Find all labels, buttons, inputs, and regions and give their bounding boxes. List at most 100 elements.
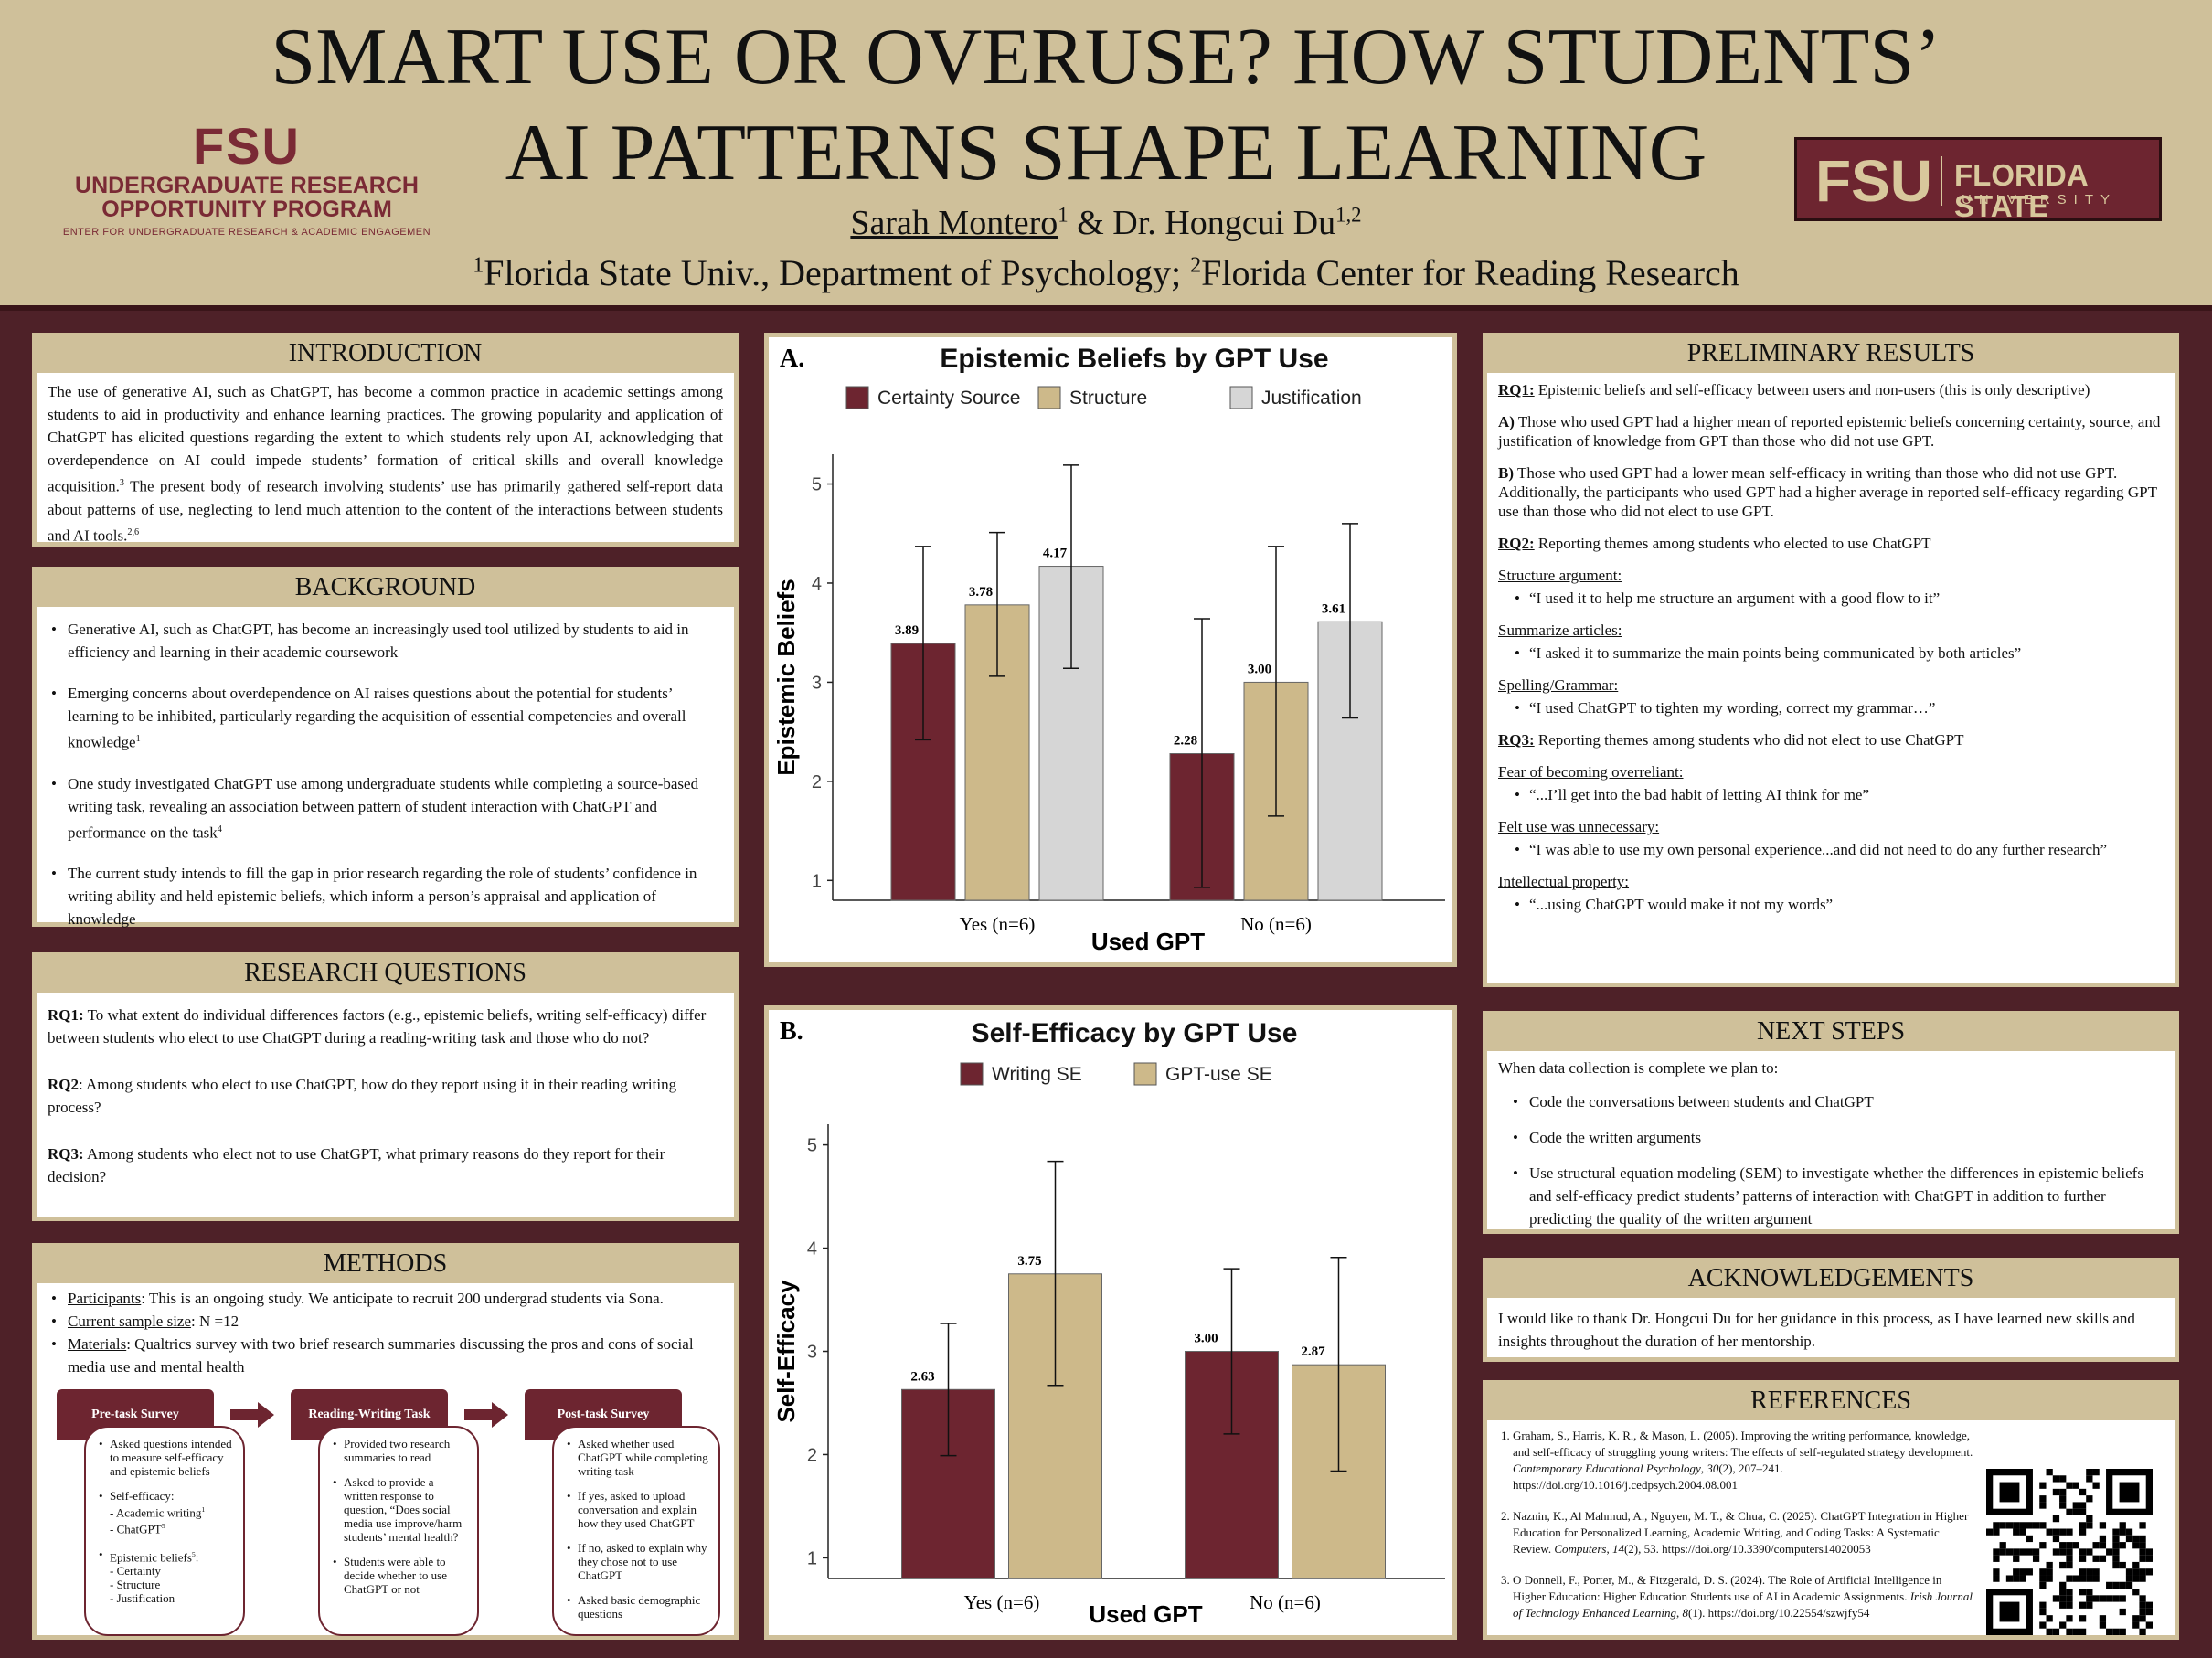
chart-a-panel: A. Epistemic Beliefs by GPT Use Certainty … — [764, 333, 1457, 967]
y-tick-label: 4 — [812, 574, 822, 594]
qr-module — [2046, 1575, 2053, 1582]
qr-code-icon[interactable] — [1986, 1469, 2153, 1635]
intro-text-a: The use of generative AI, such as ChatGP… — [48, 383, 723, 495]
qr-module — [2145, 1568, 2153, 1576]
qr-module — [2139, 1535, 2146, 1543]
qr-module — [2119, 1595, 2126, 1602]
rq3: RQ3: Among students who elect not to use… — [48, 1143, 723, 1188]
r3c: , — [1675, 1606, 1683, 1620]
qr-module — [2019, 1548, 2026, 1556]
theme-label: Fear of becoming overreliant: — [1498, 762, 2164, 781]
y-tick-label: 4 — [807, 1239, 817, 1259]
next-steps-title: NEXT STEPS — [1486, 1015, 2175, 1051]
qr-module — [2066, 1561, 2073, 1569]
acknowledgements-panel: ACKNOWLEDGEMENTS I would like to thank D… — [1483, 1258, 2179, 1362]
materials-label: Materials — [68, 1335, 127, 1353]
qr-module — [2059, 1542, 2067, 1549]
qr-module — [2066, 1628, 2073, 1635]
qr-module — [2086, 1601, 2093, 1609]
participants-text: : This is an ongoing study. We anticipat… — [141, 1290, 664, 1307]
qr-module — [2052, 1595, 2060, 1602]
res-rq2: RQ2: Reporting themes among students who… — [1498, 534, 2164, 553]
affil-part1: Florida State Univ., Department of Psych… — [484, 252, 1191, 293]
references-body: Graham, S., Harris, K. R., & Mason, L. (… — [1487, 1420, 2175, 1643]
x-tick-label: Yes (n=6) — [964, 1591, 1040, 1613]
qr-module — [2086, 1475, 2093, 1483]
qr-module — [2066, 1575, 2073, 1582]
fsu-logo-mark: FSU — [1815, 148, 1932, 214]
list-item: One study investigated ChatGPT use among… — [48, 772, 723, 845]
qr-module — [2132, 1561, 2140, 1569]
fsu-logo-divider — [1941, 156, 1942, 206]
res-b-text: Those who used GPT had a lower mean self… — [1498, 464, 2157, 520]
qr-module — [2119, 1608, 2126, 1616]
arrow-right-icon — [464, 1402, 508, 1428]
urop-logo-line2: OPPORTUNITY PROGRAM — [101, 197, 392, 222]
qr-module — [2112, 1628, 2120, 1635]
pre-se-b: - ChatGPT — [110, 1522, 162, 1536]
x-tick-label: No (n=6) — [1250, 1591, 1321, 1613]
rq1-text: To what extent do individual differences… — [48, 1006, 707, 1047]
intro-sup-a: 3 — [119, 478, 124, 488]
bg-item4-text: The current study intends to fill the ga… — [68, 865, 697, 929]
qr-module — [2079, 1502, 2087, 1509]
x-axis-label: Used GPT — [1091, 928, 1205, 955]
pre-eb-b: - Structure — [110, 1577, 161, 1591]
qr-finder-core — [2119, 1482, 2140, 1503]
list-item: Asked to provide a written response to q… — [333, 1475, 468, 1544]
list-item: Materials: Qualtrics survey with two bri… — [48, 1333, 723, 1378]
affil-part2: Florida Center for Reading Research — [1201, 252, 1739, 293]
qr-finder-core — [1999, 1482, 2020, 1503]
qr-module — [2139, 1568, 2146, 1576]
res-a-label: A) — [1498, 413, 1515, 430]
theme-label: Felt use was unnecessary: — [1498, 817, 2164, 836]
qr-module — [2072, 1508, 2079, 1515]
legend-swatch — [960, 1062, 984, 1086]
qr-module — [2079, 1575, 2087, 1582]
data-label: 3.75 — [1017, 1254, 1041, 1269]
list-item: Students were able to decide whether to … — [333, 1555, 468, 1596]
qr-module — [2059, 1488, 2067, 1496]
y-tick-label: 1 — [807, 1548, 817, 1568]
rq2-text: : Among students who elect to use ChatGP… — [48, 1076, 677, 1116]
y-axis-label: Self-Efficacy — [772, 1280, 800, 1423]
qr-module — [2066, 1595, 2073, 1602]
qr-module — [2119, 1628, 2126, 1635]
qr-module — [2079, 1508, 2087, 1515]
next-steps-body: When data collection is complete we plan… — [1487, 1051, 2175, 1250]
x-tick-label: Yes (n=6) — [960, 913, 1036, 935]
next-steps-panel: NEXT STEPS When data collection is compl… — [1483, 1011, 2179, 1234]
affil-sup2: 2 — [1190, 253, 1202, 278]
qr-module — [2099, 1542, 2107, 1549]
results-body: RQ1: Epistemic beliefs and self-efficacy… — [1487, 373, 2175, 925]
qr-module — [2119, 1522, 2126, 1529]
theme-label: Structure argument: — [1498, 566, 2164, 585]
qr-module — [2059, 1495, 2067, 1503]
qr-module — [2039, 1568, 2047, 1576]
background-list: Generative AI, such as ChatGPT, has beco… — [37, 607, 734, 956]
legend-label: Writing SE — [992, 1064, 1082, 1085]
res-rq3: RQ3: Reporting themes among students who… — [1498, 730, 2164, 749]
res-rq3-label: RQ3: — [1498, 731, 1535, 749]
qr-module — [2059, 1502, 2067, 1509]
procedure-flowchart: Pre-task Survey Asked questions intended… — [37, 1389, 734, 1636]
qr-module — [2066, 1555, 2073, 1562]
quote: “I asked it to summarize the main points… — [1498, 643, 2164, 663]
list-item: If no, asked to explain why they chose n… — [567, 1541, 709, 1582]
qr-module — [2132, 1589, 2140, 1596]
qr-module — [2046, 1469, 2053, 1476]
r2a: Naznin, K., Al Mahmud, A., Nguyen, M. T.… — [1513, 1509, 1969, 1556]
qr-module — [2046, 1568, 2053, 1576]
pre-task-box: Asked questions intended to measure self… — [84, 1426, 245, 1636]
data-label: 4.17 — [1043, 547, 1068, 561]
methods-panel: METHODS Participants: This is an ongoing… — [32, 1243, 739, 1640]
qr-module — [2112, 1581, 2120, 1589]
fsu-logo: FSU FLORIDA STATE UNIVERSITY — [1794, 137, 2162, 222]
bg-item3-text: One study investigated ChatGPT use among… — [68, 774, 699, 842]
qr-module — [2125, 1581, 2133, 1589]
res-rq2-text: Reporting themes among students who elec… — [1534, 535, 1931, 552]
y-tick-label: 2 — [812, 772, 822, 792]
legend-label: Structure — [1069, 388, 1147, 409]
qr-module — [2139, 1542, 2146, 1549]
qr-module — [2079, 1589, 2087, 1596]
